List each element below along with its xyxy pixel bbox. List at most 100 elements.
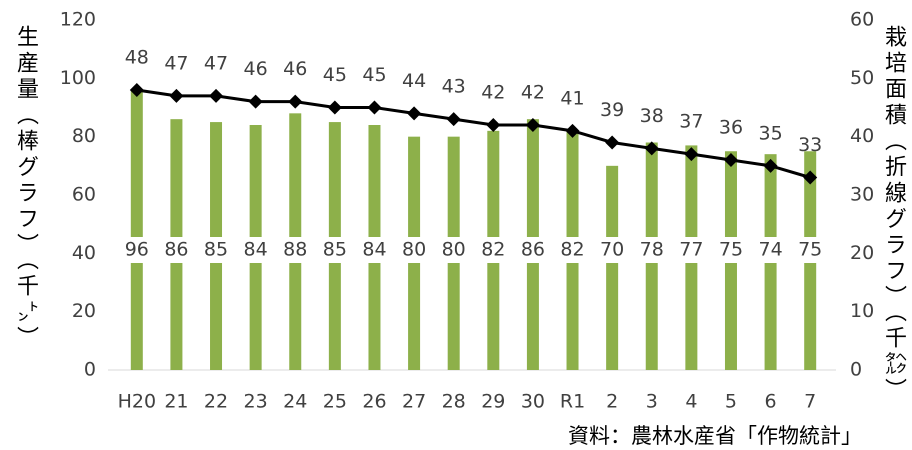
x-tick-label: R1 bbox=[560, 391, 585, 413]
x-tick-label: 28 bbox=[442, 391, 466, 413]
bar bbox=[130, 90, 143, 370]
data-label-bg bbox=[476, 237, 511, 263]
data-label: 88 bbox=[283, 239, 307, 261]
x-tick-label: 5 bbox=[725, 391, 737, 413]
x-tick-label: 24 bbox=[283, 391, 307, 413]
line-marker bbox=[407, 106, 422, 121]
data-label-bg bbox=[317, 237, 352, 263]
data-label-bg bbox=[793, 237, 828, 263]
data-label: 82 bbox=[560, 239, 584, 261]
y-tick-label: 0 bbox=[84, 359, 96, 381]
line-marker bbox=[644, 141, 659, 156]
data-label: 86 bbox=[164, 239, 188, 261]
source-note: 資料：農林水産省「作物統計」 bbox=[568, 424, 862, 448]
line-marker bbox=[446, 112, 461, 127]
line-marker bbox=[525, 118, 540, 132]
data-label: 46 bbox=[283, 58, 307, 80]
line-marker bbox=[169, 88, 184, 103]
data-label-bg bbox=[515, 237, 550, 263]
data-label: 48 bbox=[125, 47, 149, 69]
line-marker bbox=[209, 88, 224, 103]
line-marker bbox=[288, 94, 303, 109]
data-label: 84 bbox=[362, 239, 386, 261]
data-label: 35 bbox=[758, 122, 782, 144]
data-label: 42 bbox=[481, 82, 505, 104]
data-label-bg bbox=[753, 237, 788, 263]
x-tick-label: 22 bbox=[204, 391, 228, 413]
data-label: 38 bbox=[640, 105, 664, 127]
data-label: 70 bbox=[600, 239, 624, 261]
data-label: 84 bbox=[244, 239, 268, 261]
x-tick-label: 26 bbox=[362, 391, 386, 413]
data-label-bg bbox=[713, 237, 748, 263]
y2-tick-label: 50 bbox=[850, 67, 874, 89]
y2-axis-label: 栽培面積（折線グラフ）（千㌶） bbox=[881, 25, 907, 404]
x-tick-label: 21 bbox=[164, 391, 188, 413]
x-tick-label: 6 bbox=[765, 391, 777, 413]
data-label: 36 bbox=[719, 117, 743, 139]
y-tick-label: 60 bbox=[72, 184, 96, 206]
bar bbox=[606, 165, 619, 370]
x-tick-label: 29 bbox=[481, 391, 505, 413]
line-marker bbox=[803, 170, 818, 185]
data-label-bg bbox=[119, 237, 154, 263]
data-label: 85 bbox=[204, 239, 228, 261]
data-label: 86 bbox=[521, 239, 545, 261]
data-label-bg bbox=[595, 237, 630, 263]
data-label: 39 bbox=[600, 99, 624, 121]
data-label: 82 bbox=[481, 239, 505, 261]
data-label-bg bbox=[555, 237, 590, 263]
data-label: 33 bbox=[798, 134, 822, 156]
data-label-bg bbox=[357, 237, 392, 263]
x-tick-label: 30 bbox=[521, 391, 545, 413]
line-marker bbox=[129, 83, 144, 97]
data-label: 75 bbox=[798, 239, 822, 261]
y2-tick-label: 60 bbox=[850, 9, 874, 31]
x-tick-label: 4 bbox=[685, 391, 697, 413]
y-tick-label: 40 bbox=[72, 242, 96, 264]
data-label: 80 bbox=[402, 239, 426, 261]
data-label-bg bbox=[159, 237, 194, 263]
line bbox=[136, 88, 811, 179]
x-tick-label: 25 bbox=[323, 391, 347, 413]
data-label-bg bbox=[674, 237, 709, 263]
line-marker bbox=[723, 153, 738, 167]
data-label: 77 bbox=[679, 239, 703, 261]
data-label: 74 bbox=[758, 239, 782, 261]
y-tick-label: 20 bbox=[72, 300, 96, 322]
y2-tick-label: 0 bbox=[850, 359, 862, 381]
data-label: 47 bbox=[204, 52, 228, 74]
data-label: 37 bbox=[679, 111, 703, 133]
data-label-bg bbox=[199, 237, 234, 263]
data-label-bg bbox=[238, 237, 273, 263]
data-label: 43 bbox=[442, 76, 466, 98]
line-marker bbox=[327, 100, 342, 115]
line-marker bbox=[763, 158, 778, 173]
line-marker bbox=[248, 94, 263, 109]
line-marker bbox=[605, 135, 620, 150]
x-tick-label: 27 bbox=[402, 391, 426, 413]
y2-tick-label: 40 bbox=[850, 125, 874, 147]
line-marker bbox=[565, 123, 580, 138]
x-tick-label: 3 bbox=[646, 391, 658, 413]
data-label: 96 bbox=[125, 239, 149, 261]
data-label: 42 bbox=[521, 82, 545, 104]
y-tick-label: 120 bbox=[60, 9, 96, 31]
data-label-bg bbox=[278, 237, 313, 263]
y-tick-label: 100 bbox=[60, 67, 96, 89]
data-label: 47 bbox=[164, 52, 188, 74]
y-axis-label: 生産量（棒グラフ）（千㌧） bbox=[13, 25, 39, 352]
line-marker bbox=[367, 100, 382, 115]
data-label-bg bbox=[634, 237, 669, 263]
x-tick-label: 2 bbox=[606, 391, 618, 413]
data-label: 85 bbox=[323, 239, 347, 261]
y2-tick-label: 10 bbox=[850, 300, 874, 322]
data-label: 46 bbox=[244, 58, 268, 80]
data-label: 45 bbox=[362, 64, 386, 86]
data-label: 80 bbox=[442, 239, 466, 261]
x-tick-label: H20 bbox=[118, 391, 156, 413]
data-label-bg bbox=[436, 237, 471, 263]
data-label: 78 bbox=[640, 239, 664, 261]
data-label: 41 bbox=[560, 87, 584, 109]
